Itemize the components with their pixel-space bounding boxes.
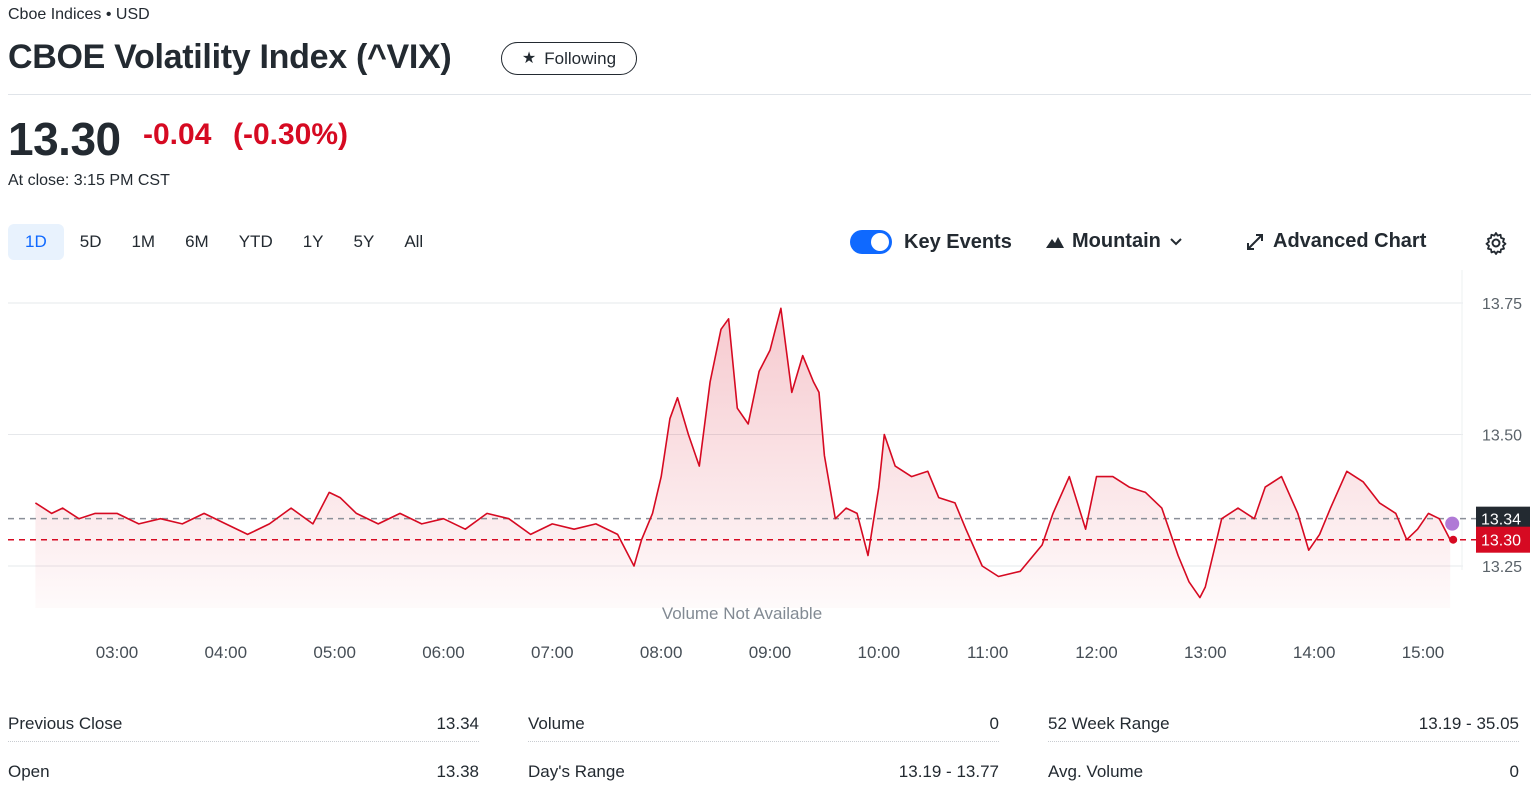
price-chart[interactable]: 13.25 13.50 13.75 13.34 13.30 Volume Not Avai…: [0, 270, 1535, 670]
page-title: CBOE Volatility Index (^VIX): [8, 38, 452, 76]
advanced-chart-button[interactable]: Advanced Chart: [1245, 230, 1426, 253]
tab-1d[interactable]: 1D: [8, 224, 64, 260]
tab-1m[interactable]: 1M: [131, 232, 156, 251]
x-tick-label: 07:00: [531, 643, 574, 662]
stat-label: Open: [8, 762, 50, 781]
x-tick-label: 08:00: [640, 643, 683, 662]
price-line: [34, 307, 1451, 599]
chart-type-dropdown[interactable]: Mountain: [1046, 230, 1183, 253]
stat-value: 13.19 - 35.05: [1418, 714, 1519, 733]
y-tick-label: 13.75: [1482, 296, 1522, 313]
tab-5y[interactable]: 5Y: [353, 232, 375, 251]
stat-value: 13.19 - 13.77: [898, 762, 999, 781]
stat-value: 0: [1509, 762, 1519, 781]
advanced-chart-label: Advanced Chart: [1273, 230, 1427, 252]
tab-6m[interactable]: 6M: [185, 232, 209, 251]
x-tick-label: 15:00: [1402, 643, 1445, 662]
previous-close-tag-label: 13.34: [1481, 512, 1521, 529]
mountain-icon: [1046, 236, 1064, 248]
toggle-switch[interactable]: [850, 230, 892, 254]
y-tick-label: 13.25: [1482, 559, 1522, 576]
stat-label: Day's Range: [528, 762, 625, 781]
last-price-tag: [1476, 526, 1530, 553]
stat-value: 13.38: [436, 762, 479, 781]
stat-row: Open 13.38: [8, 755, 479, 789]
stat-label: Previous Close: [8, 714, 123, 733]
current-price: 13.30: [8, 113, 121, 165]
y-tick-label: 13.50: [1482, 428, 1522, 445]
tab-all[interactable]: All: [404, 232, 424, 251]
tab-5d[interactable]: 5D: [79, 232, 102, 251]
exchange-currency-label: Cboe Indices • USD: [8, 6, 150, 23]
key-event-marker[interactable]: [1445, 516, 1460, 531]
stat-row: 52 Week Range 13.19 - 35.05: [1048, 707, 1519, 742]
x-tick-label: 13:00: [1184, 643, 1227, 662]
key-events-label: Key Events: [904, 230, 1012, 253]
following-label: Following: [544, 48, 617, 68]
stat-value: 0: [989, 714, 999, 733]
stat-label: Avg. Volume: [1048, 762, 1144, 781]
x-tick-label: 04:00: [205, 643, 248, 662]
x-tick-label: 12:00: [1075, 643, 1118, 662]
stat-value: 13.34: [436, 714, 479, 733]
stat-label: 52 Week Range: [1048, 714, 1170, 733]
expand-icon: [1247, 233, 1263, 250]
chart-type-label: Mountain: [1072, 230, 1161, 252]
market-close-time: At close: 3:15 PM CST: [8, 172, 170, 189]
last-price-tag-label: 13.30: [1481, 533, 1521, 550]
last-price-dot: [1449, 535, 1458, 544]
tab-ytd[interactable]: YTD: [238, 232, 273, 251]
key-events-toggle[interactable]: Key Events: [850, 230, 1012, 254]
stat-row: Previous Close 13.34: [8, 707, 479, 742]
stat-row: Volume 0: [528, 707, 999, 742]
price-change: -0.04: [143, 118, 212, 151]
toggle-knob: [871, 233, 889, 251]
stat-label: Volume: [528, 714, 585, 733]
range-tabs: 1D 5D 1M 6M YTD 1Y 5Y All: [8, 224, 439, 260]
x-tick-label: 11:00: [967, 643, 1008, 662]
chevron-down-icon: [1170, 237, 1182, 245]
stat-row: Avg. Volume 0: [1048, 755, 1519, 789]
x-tick-label: 06:00: [422, 643, 465, 662]
price-change-percent: (-0.30%): [233, 118, 349, 151]
x-tick-label: 05:00: [313, 643, 356, 662]
tab-1y[interactable]: 1Y: [302, 232, 324, 251]
x-tick-label: 03:00: [96, 643, 139, 662]
volume-note: Volume Not Available: [662, 604, 822, 623]
star-icon: ★: [521, 49, 537, 67]
header-divider: [8, 94, 1531, 95]
following-button[interactable]: ★ Following: [501, 42, 637, 75]
mountain-area: [35, 308, 1451, 608]
x-tick-label: 10:00: [858, 643, 901, 662]
previous-close-tag: [1476, 506, 1530, 531]
x-tick-label: 14:00: [1293, 643, 1336, 662]
stat-row: Day's Range 13.19 - 13.77: [528, 755, 999, 789]
gear-icon[interactable]: [1484, 231, 1508, 255]
x-tick-label: 09:00: [749, 643, 792, 662]
